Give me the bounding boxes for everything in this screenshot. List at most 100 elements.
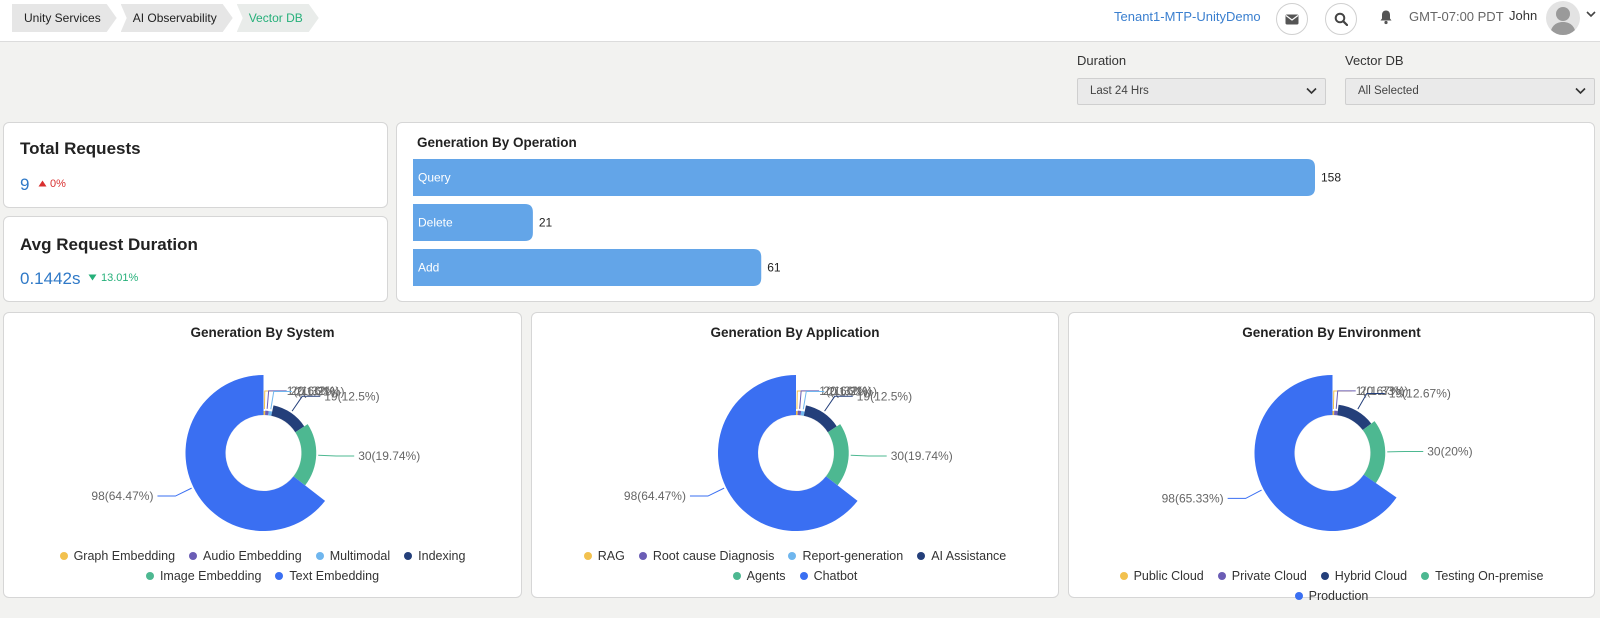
duration-select[interactable]: Last 24 Hrs xyxy=(1077,78,1326,105)
bar-delete[interactable]: Delete 21 xyxy=(413,204,553,241)
legend-label: Text Embedding xyxy=(289,569,380,583)
rose-slice[interactable] xyxy=(800,410,805,416)
search-button[interactable] xyxy=(1325,3,1357,35)
legend-item[interactable]: RAG xyxy=(583,549,625,563)
slice-data-label: 19(12.67%) xyxy=(1389,387,1451,401)
legend-dot xyxy=(315,552,324,560)
rose-slice[interactable] xyxy=(1334,410,1338,416)
slice-data-label: 2(1.32%) xyxy=(823,384,872,398)
tenant-link[interactable]: Tenant1-MTP-UnityDemo xyxy=(1114,9,1261,24)
legend-label: Graph Embedding xyxy=(73,549,176,563)
rose-slice[interactable] xyxy=(263,411,266,416)
top-bar: Unity Services AI Observability Vector D… xyxy=(0,0,1600,42)
avatar[interactable] xyxy=(1546,1,1580,35)
legend-item[interactable]: Root cause Diagnosis xyxy=(638,549,775,563)
rose-slice[interactable] xyxy=(293,424,317,486)
rose-slice[interactable] xyxy=(796,411,798,416)
breadcrumb-unity-services[interactable]: Unity Services xyxy=(12,4,117,32)
legend-dot xyxy=(1217,572,1226,580)
legend-dot xyxy=(788,552,797,560)
rose-slice[interactable] xyxy=(1337,404,1372,431)
legend-item[interactable]: Agents xyxy=(732,569,786,583)
avg-duration-delta: 13.01% xyxy=(101,272,139,284)
rose-slice[interactable] xyxy=(825,424,849,486)
chevron-down-icon[interactable] xyxy=(1586,10,1596,18)
rose-slice[interactable] xyxy=(797,410,802,416)
leader-line xyxy=(799,390,820,409)
legend-dot xyxy=(189,552,198,560)
bar-add[interactable]: Add 61 xyxy=(413,249,781,286)
legend-dot xyxy=(145,572,154,580)
legend-item[interactable]: Testing On-premise xyxy=(1421,569,1543,583)
legend-item[interactable]: Chatbot xyxy=(799,569,858,583)
legend-dot xyxy=(917,552,926,560)
chevron-down-icon xyxy=(1306,87,1317,95)
arrow-up-icon xyxy=(38,180,47,187)
vector-db-label: Vector DB xyxy=(1345,53,1404,68)
legend-item[interactable]: Audio Embedding xyxy=(189,549,302,563)
slice-data-label: 30(20%) xyxy=(1427,444,1472,458)
total-requests-delta: 0% xyxy=(50,178,66,190)
legend-dot xyxy=(275,572,284,580)
legend-item[interactable]: Indexing xyxy=(404,549,465,563)
legend-item[interactable]: Text Embedding xyxy=(275,569,379,583)
bar-query[interactable]: Query 158 xyxy=(413,159,1341,196)
bar-rect[interactable] xyxy=(413,249,762,286)
legend-item[interactable]: Public Cloud xyxy=(1119,569,1204,583)
slice-data-label: 1(0.66%) xyxy=(287,384,336,398)
legend-item[interactable]: AI Assistance xyxy=(917,549,1006,563)
legend-label: Root cause Diagnosis xyxy=(652,549,775,563)
bell-icon[interactable] xyxy=(1378,9,1394,25)
rose-slice[interactable] xyxy=(1332,411,1335,416)
generation-by-operation-card: Generation By Operation Query 158 Delete 21… xyxy=(396,122,1595,302)
rose-slice[interactable] xyxy=(265,410,269,416)
legend-label: Production xyxy=(1308,589,1369,603)
bar-category-label: Query xyxy=(418,171,451,185)
operation-chart-title: Generation By Operation xyxy=(417,135,577,150)
bar-rect[interactable] xyxy=(413,204,533,241)
legend-dot xyxy=(732,572,741,580)
bar-rect[interactable] xyxy=(413,159,1315,196)
rose-slice[interactable] xyxy=(268,410,273,416)
vector-db-value: All Selected xyxy=(1358,85,1419,97)
breadcrumb-ai-observability[interactable]: AI Observability xyxy=(121,4,233,32)
legend-item[interactable]: Private Cloud xyxy=(1217,569,1307,583)
bar-value-label: 61 xyxy=(767,261,781,275)
breadcrumb-vector-db[interactable]: Vector DB xyxy=(237,4,319,32)
legend-item[interactable]: Image Embedding xyxy=(145,569,261,583)
environment-legend: Public Cloud Private Cloud Hybrid Cloud Tes… xyxy=(1069,569,1594,603)
mail-button[interactable] xyxy=(1276,3,1308,35)
legend-label: Hybrid Cloud xyxy=(1334,569,1408,583)
legend-dot xyxy=(59,552,68,560)
inner-ring xyxy=(1294,414,1371,492)
generation-by-environment-card: Generation By Environment 1(0.67%) 2(1.33… xyxy=(1068,312,1595,603)
breadcrumb: Unity Services AI Observability Vector D… xyxy=(12,4,323,32)
legend-label: Chatbot xyxy=(813,569,858,583)
legend-label: Indexing xyxy=(418,549,466,563)
rose-slice[interactable] xyxy=(1254,375,1397,531)
rose-slice[interactable] xyxy=(803,405,837,433)
legend-dot xyxy=(799,572,808,580)
legend-item[interactable]: Production xyxy=(1294,589,1369,603)
legend-item[interactable]: Hybrid Cloud xyxy=(1320,569,1408,583)
rose-slice[interactable] xyxy=(271,405,305,433)
mail-icon xyxy=(1285,14,1299,24)
legend-label: Testing On-premise xyxy=(1435,569,1544,583)
rose-slice[interactable] xyxy=(718,375,858,531)
slice-data-label: 1(0.67%) xyxy=(1356,384,1405,398)
user-name[interactable]: John xyxy=(1509,8,1538,23)
leader-line xyxy=(157,487,192,497)
bar-category-label: Delete xyxy=(418,216,453,230)
legend-item[interactable]: Multimodal xyxy=(315,549,391,563)
leader-line xyxy=(824,395,853,412)
legend-label: Audio Embedding xyxy=(203,549,302,563)
slice-data-label: 19(12.5%) xyxy=(324,389,379,403)
rose-slice[interactable] xyxy=(185,375,326,531)
rose-slice[interactable] xyxy=(1362,421,1386,484)
legend-dot xyxy=(404,552,413,560)
legend-item[interactable]: Graph Embedding xyxy=(59,549,176,563)
legend-item[interactable]: Report-generation xyxy=(788,549,903,563)
vector-db-select[interactable]: All Selected xyxy=(1345,78,1595,105)
leader-line xyxy=(318,454,355,457)
legend-label: Multimodal xyxy=(329,549,391,563)
